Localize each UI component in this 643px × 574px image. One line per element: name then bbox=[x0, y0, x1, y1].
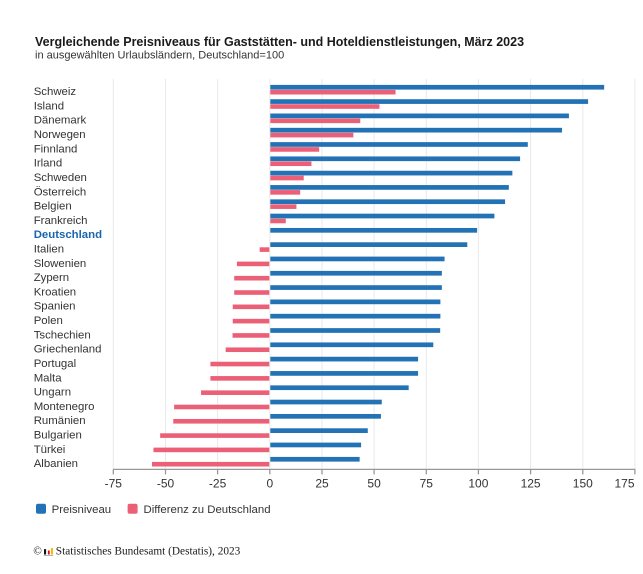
svg-text:175: 175 bbox=[614, 477, 634, 491]
svg-text:Norwegen: Norwegen bbox=[34, 129, 86, 141]
svg-text:Montenegro: Montenegro bbox=[34, 401, 95, 413]
svg-text:Belgien: Belgien bbox=[34, 201, 72, 213]
svg-text:in ausgewählten Urlaubsländern: in ausgewählten Urlaubsländern, Deutschl… bbox=[35, 50, 284, 62]
svg-text:Frankreich: Frankreich bbox=[34, 215, 88, 227]
svg-text:Differenz zu Deutschland: Differenz zu Deutschland bbox=[144, 504, 271, 516]
svg-text:Deutschland: Deutschland bbox=[34, 229, 102, 241]
svg-text:Portugal: Portugal bbox=[34, 358, 76, 370]
svg-text:Dänemark: Dänemark bbox=[34, 115, 87, 127]
svg-text:Malta: Malta bbox=[34, 372, 63, 384]
svg-text:Kroatien: Kroatien bbox=[34, 286, 76, 298]
svg-text:Italien: Italien bbox=[34, 243, 64, 255]
svg-text:0: 0 bbox=[266, 477, 273, 491]
svg-text:Österreich: Österreich bbox=[34, 186, 87, 198]
svg-text:Tschechien: Tschechien bbox=[34, 329, 91, 341]
svg-text:125: 125 bbox=[521, 477, 541, 491]
svg-text:Slowenien: Slowenien bbox=[34, 258, 87, 270]
svg-text:100: 100 bbox=[468, 477, 488, 491]
svg-text:25: 25 bbox=[315, 477, 329, 491]
svg-text:Ungarn: Ungarn bbox=[34, 387, 71, 399]
svg-text:Vergleichende Preisniveaus für: Vergleichende Preisniveaus für Gaststätt… bbox=[35, 35, 524, 49]
svg-text:Griechenland: Griechenland bbox=[34, 344, 102, 356]
svg-text:©: © bbox=[33, 546, 42, 558]
svg-text:Albanien: Albanien bbox=[34, 458, 78, 470]
svg-text:Island: Island bbox=[34, 100, 64, 112]
svg-text:Zypern: Zypern bbox=[34, 272, 69, 284]
svg-text:-50: -50 bbox=[157, 477, 175, 491]
svg-text:150: 150 bbox=[573, 477, 593, 491]
svg-text:Finnland: Finnland bbox=[34, 143, 78, 155]
svg-text:Irland: Irland bbox=[34, 158, 63, 170]
svg-text:Spanien: Spanien bbox=[34, 301, 76, 313]
svg-text:Bulgarien: Bulgarien bbox=[34, 429, 82, 441]
svg-text:Türkei: Türkei bbox=[34, 444, 66, 456]
svg-text:Schweden: Schweden bbox=[34, 172, 87, 184]
svg-text:Schweiz: Schweiz bbox=[34, 86, 77, 98]
svg-text:Statistisches Bundesamt (Desta: Statistisches Bundesamt (Destatis), 2023 bbox=[56, 546, 241, 558]
svg-text:50: 50 bbox=[367, 477, 381, 491]
svg-text:Preisniveau: Preisniveau bbox=[52, 504, 112, 516]
svg-text:-25: -25 bbox=[209, 477, 227, 491]
svg-text:75: 75 bbox=[420, 477, 434, 491]
svg-text:-75: -75 bbox=[105, 477, 123, 491]
svg-text:Polen: Polen bbox=[34, 315, 63, 327]
svg-text:Rumänien: Rumänien bbox=[34, 415, 86, 427]
